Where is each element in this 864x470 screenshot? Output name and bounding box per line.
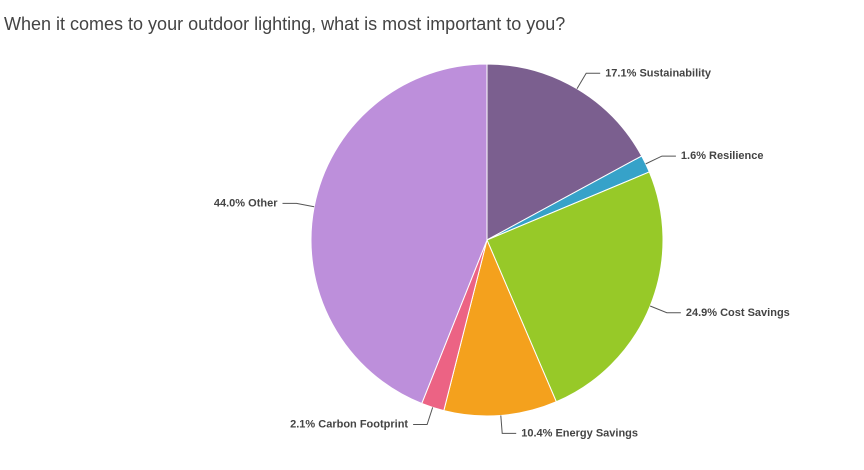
category-label: Resilience xyxy=(709,150,763,162)
leader-line xyxy=(413,407,434,426)
value-label: 24.9% xyxy=(686,307,717,319)
chart-title: When it comes to your outdoor lighting, … xyxy=(4,14,565,34)
value-label: 17.1% xyxy=(605,67,636,79)
data-label: 17.1% Sustainability xyxy=(605,67,712,79)
value-label: 10.4% xyxy=(521,427,552,439)
data-label: 10.4% Energy Savings xyxy=(521,427,638,439)
category-label: Energy Savings xyxy=(555,427,638,439)
pie-slice xyxy=(486,171,664,403)
leader-line xyxy=(576,72,601,89)
pie-slice xyxy=(443,238,557,417)
data-label: 1.6% Resilience xyxy=(681,150,764,162)
value-label: 1.6% xyxy=(681,150,706,162)
category-label: Carbon Footprint xyxy=(318,418,408,430)
category-label: Other xyxy=(248,197,278,209)
value-label: 44.0% xyxy=(214,197,245,209)
category-label: Sustainability xyxy=(639,67,711,79)
leader-line xyxy=(282,202,315,208)
leader-line xyxy=(645,155,676,165)
leader-line xyxy=(649,305,681,314)
leader-line xyxy=(500,415,517,434)
value-label: 2.1% xyxy=(290,418,315,430)
category-label: Cost Savings xyxy=(720,307,790,319)
data-label: 2.1% Carbon Footprint xyxy=(290,418,408,430)
data-label: 44.0% Other xyxy=(214,197,278,209)
data-label: 24.9% Cost Savings xyxy=(686,307,790,319)
